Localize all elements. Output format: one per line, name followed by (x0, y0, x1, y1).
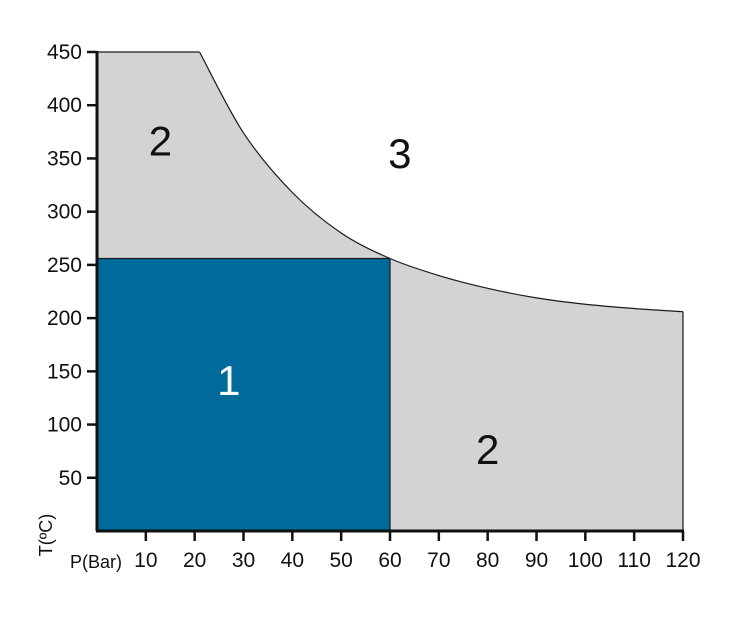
region-label-2-1: 2 (149, 117, 172, 164)
x-tick-label-90: 90 (525, 549, 548, 572)
axes-layer: 50 100 150 200 250 300 350 400 450 10 20 30 40 50 60 70… (36, 41, 701, 572)
y-tick-label-150: 150 (47, 360, 82, 383)
x-tick-label-10: 10 (134, 549, 157, 572)
labels-layer: 1 2 2 3 (149, 117, 500, 473)
y-tick-label-300: 300 (47, 201, 82, 224)
y-tick-label-200: 200 (47, 307, 82, 330)
x-tick-label-30: 30 (232, 549, 255, 572)
x-tick-label-120: 120 (665, 549, 700, 572)
y-tick-label-350: 350 (47, 147, 82, 170)
x-axis-label: P(Bar) (70, 552, 122, 572)
x-tick-label-20: 20 (183, 549, 206, 572)
y-axis-label: T(ºC) (36, 514, 56, 557)
y-tick-label-50: 50 (59, 467, 82, 490)
x-tick-label-40: 40 (281, 549, 304, 572)
y-tick-label-450: 450 (47, 41, 82, 64)
region-label-2-2: 2 (476, 426, 499, 473)
x-tick-label-110: 110 (617, 549, 650, 572)
boundary-curve (199, 51, 684, 313)
x-tick-label-100: 100 (568, 549, 603, 572)
regions-layer (97, 51, 684, 531)
region-1-rect (97, 258, 390, 531)
y-tick-label-400: 400 (47, 94, 82, 117)
y-tick-label-100: 100 (47, 414, 82, 437)
x-tick-label-80: 80 (476, 549, 499, 572)
region-label-3-3: 3 (388, 130, 411, 177)
y-tick-label-250: 250 (47, 254, 82, 277)
x-tick-label-50: 50 (329, 549, 352, 572)
region-label-1-0: 1 (217, 357, 240, 404)
x-tick-label-70: 70 (427, 549, 450, 572)
x-tick-label-60: 60 (378, 549, 401, 572)
